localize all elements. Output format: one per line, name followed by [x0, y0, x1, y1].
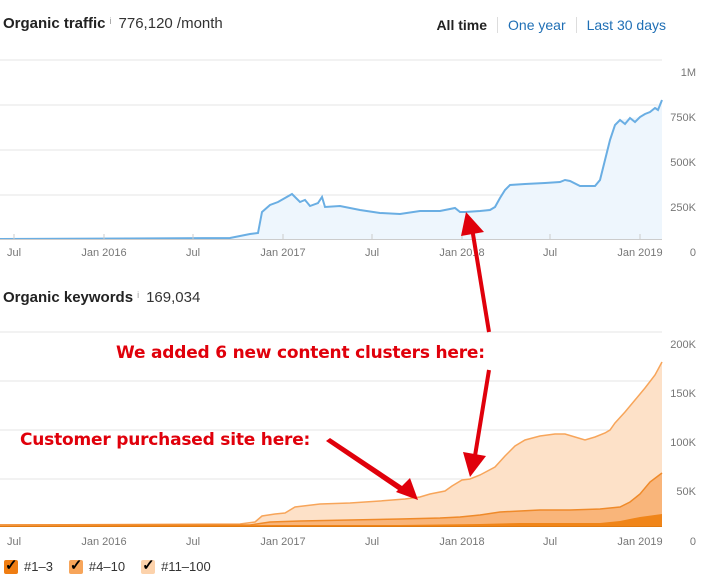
info-icon[interactable]: i	[109, 16, 112, 26]
traffic-y-750k: 750K	[670, 112, 696, 124]
traffic-y-0: 0	[690, 247, 696, 259]
kw-area-11-100	[0, 362, 662, 526]
keywords-chart: 200K 150K 100K 50K 0 Jul Jan 2016 Jul Ja…	[0, 331, 697, 548]
keywords-title: Organic keywords	[3, 289, 134, 306]
traffic-x-tick: Jan 2017	[260, 247, 305, 259]
kw-x-tick: Jan 2018	[439, 536, 484, 548]
checkbox-checked-icon[interactable]	[4, 556, 18, 574]
traffic-y-1m: 1M	[681, 67, 696, 79]
traffic-x-tick: Jul	[543, 247, 557, 259]
arrow-purchased-shaft	[326, 438, 408, 494]
kw-y-150k: 150K	[670, 388, 696, 400]
info-icon[interactable]: i	[137, 290, 140, 300]
kw-x-tick: Jul	[365, 536, 379, 548]
checkbox-checked-icon[interactable]	[141, 556, 156, 574]
traffic-y-250k: 250K	[670, 202, 696, 214]
traffic-title: Organic traffic	[3, 15, 106, 32]
kw-y-50k: 50K	[676, 486, 696, 498]
kw-x-tick: Jan 2019	[617, 536, 662, 548]
traffic-y-500k: 500K	[670, 157, 696, 169]
legend-item-11-100[interactable]: #11–100	[141, 556, 211, 574]
legend-label: #1–3	[24, 559, 53, 574]
kw-x-tick: Jan 2016	[81, 536, 126, 548]
traffic-x-tick: Jul	[186, 247, 200, 259]
legend-item-1-3[interactable]: #1–3	[4, 556, 53, 574]
annotation-arrows	[326, 212, 491, 500]
keywords-legend: #1–3 #4–10 #11–100	[4, 556, 227, 574]
kw-x-tick: Jan 2017	[260, 536, 305, 548]
traffic-x-tick: Jan 2018	[439, 247, 484, 259]
traffic-area	[0, 100, 662, 239]
legend-item-4-10[interactable]: #4–10	[68, 556, 126, 574]
kw-y-100k: 100K	[670, 437, 696, 449]
arrow-up-head	[461, 212, 484, 236]
traffic-chart: 1M 750K 500K 250K 0 Jul Jan 2016 Jul Jan…	[0, 59, 697, 259]
traffic-line	[0, 99, 663, 240]
keywords-header: Organic keywords i 169,034	[3, 289, 200, 306]
legend-label: #4–10	[88, 559, 126, 574]
range-last-30-days[interactable]: Last 30 days	[575, 17, 676, 33]
traffic-value: 776,120 /month	[118, 15, 223, 32]
kw-x-tick: Jul	[7, 536, 21, 548]
time-range-selector: All time One year Last 30 days	[426, 17, 676, 33]
arrow-purchased-head	[396, 478, 418, 500]
range-one-year[interactable]: One year	[497, 17, 576, 33]
traffic-x-tick: Jan 2019	[617, 247, 662, 259]
range-all-time[interactable]: All time	[436, 17, 488, 33]
traffic-x-tick: Jul	[365, 247, 379, 259]
keywords-value: 169,034	[146, 289, 201, 306]
kw-area-1-3	[0, 514, 662, 526]
arrow-up-shaft	[470, 227, 491, 333]
checkbox-checked-icon[interactable]	[68, 556, 83, 574]
kw-x-tick: Jul	[186, 536, 200, 548]
arrow-down-head	[463, 452, 486, 477]
arrow-down-shaft	[472, 369, 491, 463]
annotation-content-clusters: We added 6 new content clusters here:	[116, 343, 485, 363]
kw-x-tick: Jul	[543, 536, 557, 548]
annotation-customer-purchased: Customer purchased site here:	[20, 430, 311, 450]
kw-y-200k: 200K	[670, 339, 696, 351]
traffic-x-tick: Jan 2016	[81, 247, 126, 259]
legend-label: #11–100	[161, 559, 211, 574]
traffic-header: Organic traffic i 776,120 /month	[3, 15, 223, 32]
kw-y-0: 0	[690, 536, 696, 548]
traffic-x-tick: Jul	[7, 247, 21, 259]
